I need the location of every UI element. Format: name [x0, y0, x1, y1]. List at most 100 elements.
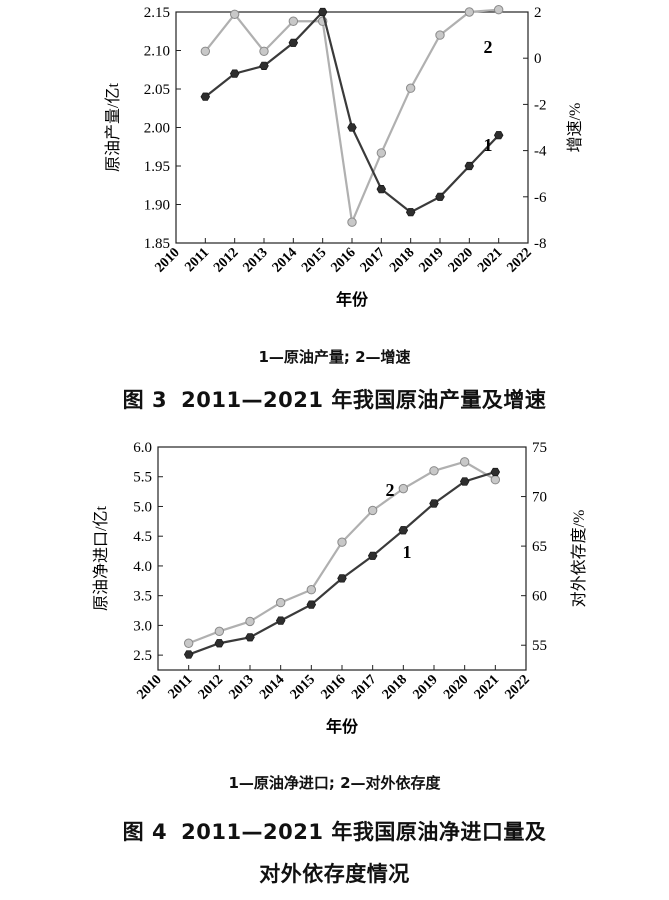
fig3-x-tick-label: 2013 — [240, 245, 270, 275]
fig4-y2-tick-label: 65 — [532, 539, 547, 555]
fig3-y-axis-title: 原油产量/亿t — [104, 83, 122, 172]
fig3-y2-tick-label: 0 — [534, 51, 542, 67]
fig4-series-1-point — [367, 551, 378, 560]
fig4-series-2-point — [459, 457, 470, 467]
fig4-series-label-1: 1 — [403, 542, 412, 562]
fig4-series-2-point — [337, 537, 347, 547]
fig4-x-tick-label: 2019 — [410, 672, 440, 702]
fig4-x-axis-title: 年份 — [326, 717, 359, 736]
fig3-y-tick-label: 2.10 — [144, 44, 170, 60]
fig3-series-1-point — [229, 69, 240, 78]
fig3-y-tick-label: 2.05 — [144, 82, 170, 98]
fig4-series-2-point — [367, 505, 378, 516]
fig4-series-1-point — [429, 499, 439, 508]
legend-figure-3: 1—原油产量; 2—增速 — [258, 348, 411, 366]
fig3-series-1-line — [204, 9, 500, 214]
fig4-y2-tick-label: 60 — [532, 589, 547, 605]
caption-text-figure-4: 2011—2021 年我国原油净进口量及 — [181, 820, 547, 844]
fig4-x-tick-label: 2014 — [257, 672, 287, 702]
fig3-series-2-point — [376, 148, 387, 158]
fig4-series-1-point — [275, 616, 286, 625]
fig4-y-tick-label: 2.5 — [133, 648, 152, 664]
fig3-x-tick-label: 2021 — [475, 245, 505, 275]
fig4-y2-tick-label: 75 — [532, 440, 547, 456]
fig4-y-tick-label: 5.5 — [133, 470, 152, 486]
fig4-series-2-point — [490, 475, 501, 485]
fig3-x-tick-label: 2012 — [211, 245, 241, 275]
fig4-x-tick-label: 2016 — [318, 672, 348, 702]
fig3-x-tick-label: 2017 — [358, 245, 388, 275]
caption-label-figure-3: 图 3 — [122, 388, 168, 412]
fig4-series-2-point — [183, 638, 194, 648]
fig3-series-1-point — [200, 92, 211, 101]
fig4-x-tick-label: 2011 — [166, 672, 196, 702]
fig4-y-axis-title: 原油净进口/亿t — [92, 506, 110, 611]
fig3-x-tick-label: 2011 — [182, 245, 212, 275]
fig4-series-2-point — [306, 585, 317, 595]
fig3-y2-tick-label: 2 — [534, 5, 542, 21]
caption-line2-figure-4: 对外依存度情况 — [259, 862, 410, 886]
fig3-x-tick-label: 2016 — [328, 245, 358, 275]
fig3-y-tick-label: 1.95 — [144, 159, 170, 175]
fig3-series-2-point — [405, 83, 416, 93]
fig4-x-tick-label: 2017 — [349, 672, 379, 702]
fig3-y2-tick-label: -2 — [534, 97, 547, 113]
fig4-x-tick-label: 2012 — [196, 672, 226, 702]
fig3-series-label-1: 1 — [484, 135, 493, 155]
fig4-y2-tick-label: 70 — [532, 490, 547, 506]
fig4-series-1-point — [337, 574, 347, 583]
fig3-y2-axis-title: 增速/% — [566, 103, 584, 153]
fig3-series-2-point — [493, 4, 504, 15]
fig4-series-2-point — [429, 466, 439, 476]
fig4-x-tick-label: 2020 — [441, 672, 471, 702]
chart-figure-3: 2010 201120122013201420152016201720182019… — [104, 4, 584, 309]
fig3-series-1-point — [464, 161, 475, 171]
caption-text-figure-3: 2011—2021 年我国原油产量及增速 — [181, 388, 547, 412]
fig3-series-2-point — [464, 7, 475, 17]
fig3-series-2-point — [288, 16, 299, 26]
fig4-x-tick-label: 2018 — [380, 672, 410, 702]
fig3-y2-tick-label: -6 — [534, 190, 547, 206]
fig4-x-tick-label: 2015 — [288, 672, 318, 702]
caption-label-figure-4: 图 4 — [122, 820, 168, 844]
fig3-series-label-2: 2 — [484, 37, 493, 57]
fig3-y2-tick-label: -8 — [534, 236, 547, 252]
fig4-y-tick-label: 6.0 — [133, 440, 152, 456]
fig3-y-tick-label: 2.15 — [144, 5, 170, 21]
fig3-x-tick-label: 2018 — [387, 245, 417, 275]
fig3-y-tick-label: 2.00 — [144, 121, 170, 137]
fig4-series-2-point — [275, 597, 286, 608]
caption-figure-4: 图 4 2011—2021 年我国原油净进口量及 — [0, 816, 669, 846]
fig4-y2-tick-label: 55 — [532, 638, 547, 654]
fig3-x-axis-title: 年份 — [336, 290, 369, 309]
fig4-series-label-2: 2 — [386, 480, 395, 500]
fig4-x-tick-label: 2010 — [134, 672, 164, 702]
fig4-y-tick-label: 5.0 — [133, 499, 152, 515]
fig3-x-tick-label: 2019 — [416, 245, 446, 275]
fig4-y-tick-label: 4.0 — [133, 559, 152, 575]
fig3-series-1-point — [259, 61, 269, 70]
fig4-series-1-point — [459, 477, 470, 486]
fig3-series-2-point — [347, 217, 357, 227]
fig3-y-tick-label: 1.85 — [144, 236, 170, 252]
fig4-x-tick-label: 2021 — [472, 672, 502, 702]
fig3-series-2-point — [229, 9, 240, 20]
fig3-series-2-point — [200, 46, 211, 56]
fig3-x-tick-label: 2015 — [299, 245, 329, 275]
fig3-series-2-line — [204, 8, 499, 227]
fig4-series-1-point — [245, 633, 255, 642]
fig3-x-tick-label: 2020 — [446, 245, 476, 275]
legend-figure-4: 1—原油净进口; 2—对外依存度 — [228, 774, 441, 792]
fig4-series-2-point — [214, 626, 225, 637]
fig3-y2-tick-label: -4 — [534, 144, 547, 160]
fig4-series-1-point — [306, 600, 317, 609]
fig4-y-tick-label: 3.5 — [133, 589, 152, 605]
fig3-y-tick-label: 1.90 — [144, 198, 170, 214]
fig4-series-1-point — [214, 639, 225, 648]
fig4-y-tick-label: 3.0 — [133, 618, 152, 634]
fig3-x-tick-label: 2014 — [270, 245, 300, 275]
chart-figure-4: 2010 2011 2012 2013 2014 2015 2016 2017 2018 2019… — [92, 440, 588, 736]
fig4-y-tick-label: 4.5 — [133, 529, 152, 545]
fig3-series-1-point — [435, 192, 445, 201]
fig4-series-2-point — [398, 483, 409, 494]
